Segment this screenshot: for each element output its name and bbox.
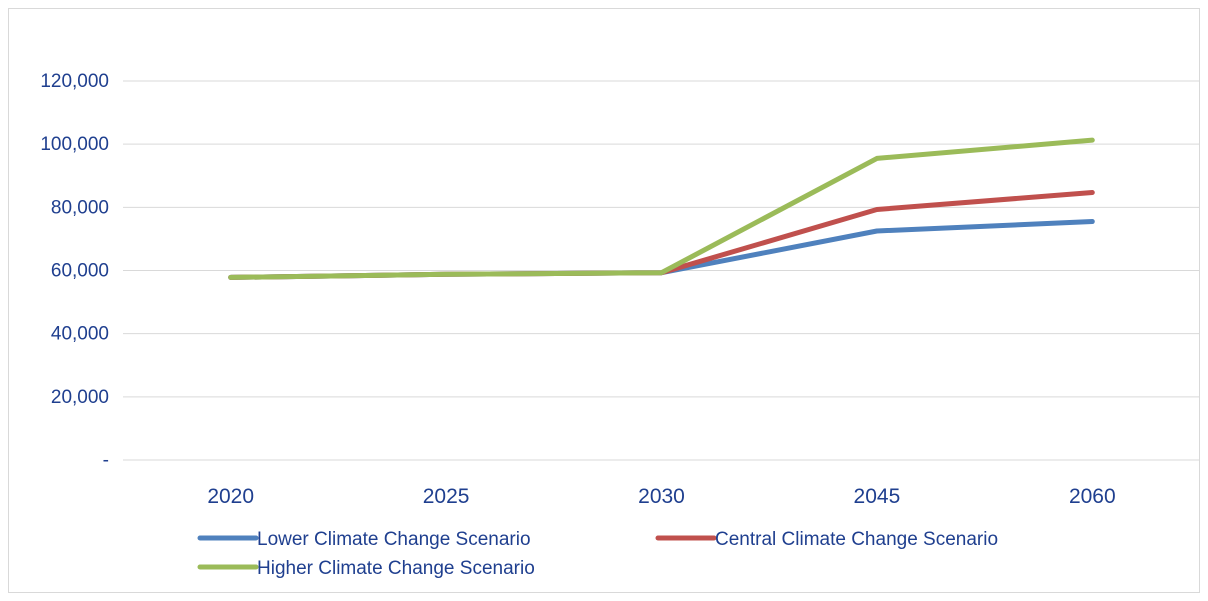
legend-label: Lower Climate Change Scenario	[257, 529, 531, 550]
series-line	[228, 137, 1095, 280]
legend-label: Central Climate Change Scenario	[715, 529, 998, 550]
series-lines	[228, 137, 1095, 280]
x-tick-label: 2020	[207, 485, 254, 508]
series-line	[228, 190, 1095, 280]
y-tick-label: 100,000	[40, 134, 109, 155]
y-tick-label: 20,000	[51, 387, 109, 408]
chart-frame	[8, 8, 1200, 593]
y-tick-label: 40,000	[51, 324, 109, 345]
x-tick-label: 2045	[854, 485, 901, 508]
x-tick-label: 2025	[423, 485, 470, 508]
x-tick-label: 2060	[1069, 485, 1116, 508]
y-tick-label: 80,000	[51, 197, 109, 218]
y-tick-label: -	[103, 450, 109, 471]
x-axis-ticks: 2020 2025 2030 2045 2060	[207, 485, 1115, 508]
legend-label: Higher Climate Change Scenario	[257, 558, 535, 579]
x-tick-label: 2030	[638, 485, 685, 508]
series-line	[228, 219, 1095, 280]
y-axis-ticks: - 20,000 40,000 60,000 80,000 100,000 120,000	[40, 71, 109, 471]
y-tick-label: 120,000	[40, 71, 109, 92]
legend: Lower Climate Change Scenario Central Cli…	[197, 529, 998, 579]
y-tick-label: 60,000	[51, 261, 109, 282]
